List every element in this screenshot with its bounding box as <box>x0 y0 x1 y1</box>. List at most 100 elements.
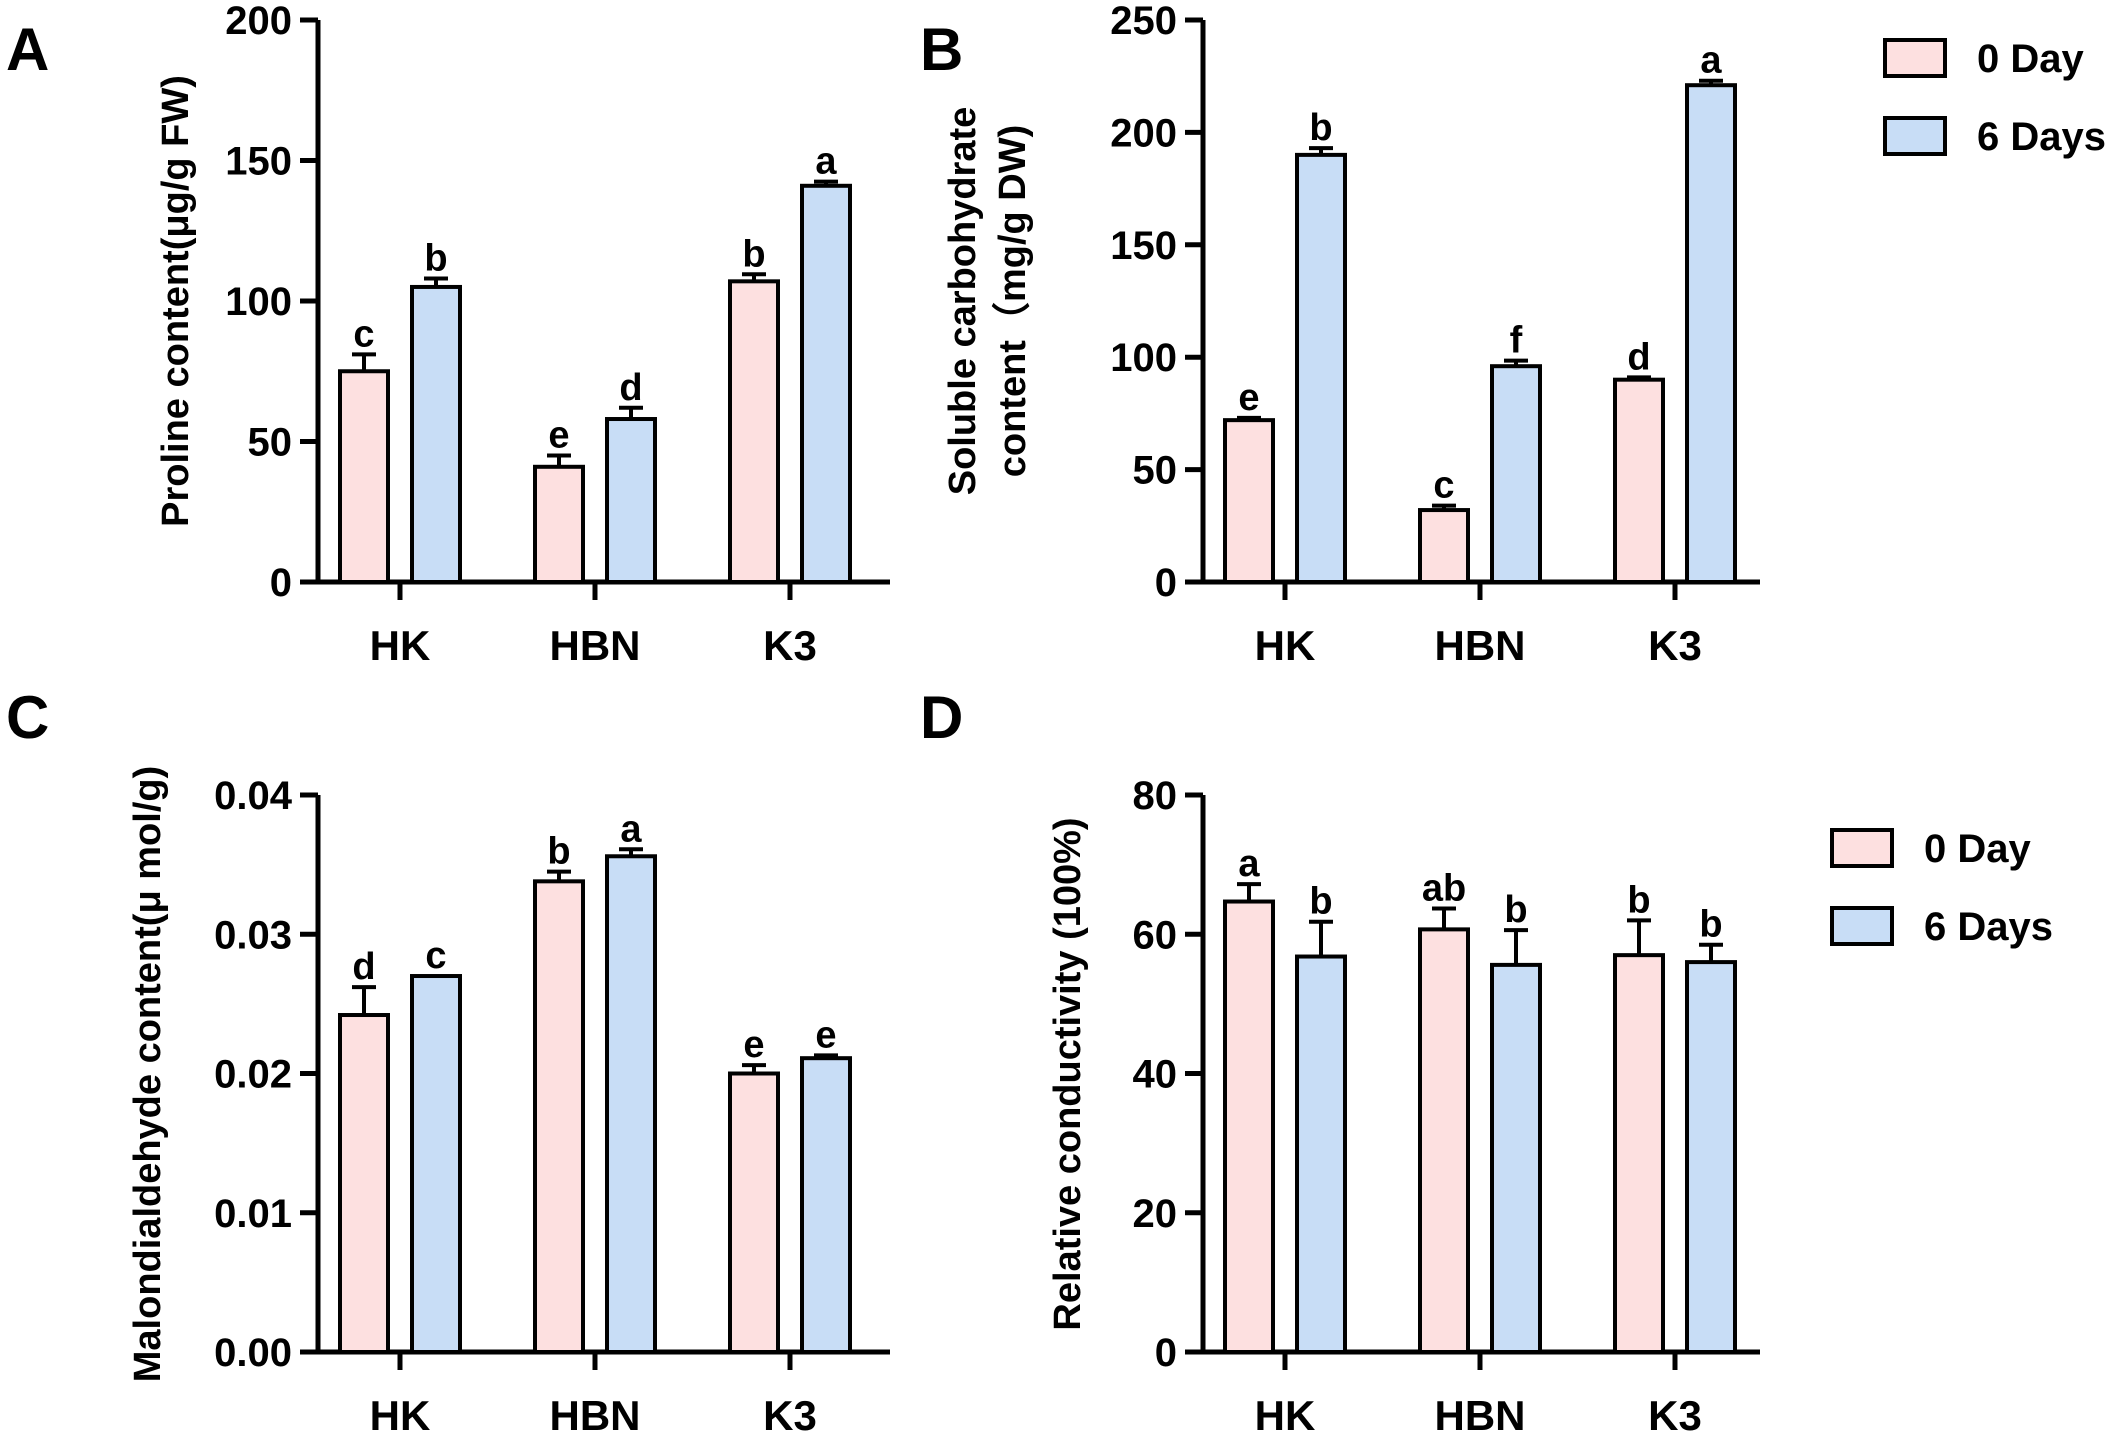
significance-letter: b <box>1699 904 1722 946</box>
legend-swatch <box>1830 828 1894 868</box>
bar <box>1223 418 1275 585</box>
bar <box>338 1013 390 1354</box>
x-tick-label: HBN <box>550 622 641 669</box>
x-tick-label: K3 <box>763 1392 817 1439</box>
y-axis-title: Soluble carbohydrate <box>942 107 984 496</box>
y-tick-label: 20 <box>1133 1192 1178 1236</box>
y-tick-label: 0.04 <box>214 774 293 818</box>
bar <box>1490 364 1542 584</box>
x-tick-label: K3 <box>1648 622 1702 669</box>
bar <box>800 183 852 584</box>
bar <box>1490 962 1542 1354</box>
y-tick-label: 0 <box>270 561 292 605</box>
significance-letter: d <box>619 367 642 409</box>
bar <box>1223 899 1275 1354</box>
bar <box>410 284 462 584</box>
bar <box>533 464 585 585</box>
significance-letter: c <box>425 935 446 977</box>
y-tick-label: 80 <box>1133 774 1178 818</box>
significance-letter: b <box>424 238 447 280</box>
significance-letter: c <box>1433 465 1454 507</box>
significance-letter: b <box>1504 889 1527 931</box>
y-tick-label: 0.03 <box>214 913 292 957</box>
bar <box>338 369 390 584</box>
x-tick-label: HBN <box>1435 622 1526 669</box>
significance-letter: a <box>620 808 642 850</box>
y-tick-label: 100 <box>225 280 292 324</box>
legend-label: 0 Day <box>1977 37 2084 81</box>
chart-panel-b: B 0 50 100 150 200 250 HK HBN K3 Soluble carbohydr… <box>920 0 2106 669</box>
y-axis-title: Relative conductivity (100%) <box>1047 817 1089 1330</box>
y-tick-label: 200 <box>1110 111 1177 155</box>
bar <box>533 879 585 1355</box>
legend-label: 0 Day <box>1924 827 2031 871</box>
panel-letter: D <box>920 684 963 751</box>
y-axis-title: content（mg/g DW) <box>992 125 1034 478</box>
bar <box>728 1071 780 1354</box>
significance-letter: b <box>1309 107 1332 149</box>
bar <box>728 279 780 584</box>
y-tick-label: 250 <box>1110 0 1177 43</box>
y-tick-label: 0.02 <box>214 1053 292 1097</box>
bar <box>1685 83 1737 585</box>
y-axis-title: Malondialdehyde content(μ mol/g) <box>127 766 169 1382</box>
y-tick-label: 50 <box>1133 449 1178 493</box>
significance-letter: b <box>742 233 765 275</box>
bar <box>605 417 657 584</box>
y-tick-label: 0 <box>1155 561 1177 605</box>
y-tick-label: 100 <box>1110 336 1177 380</box>
y-tick-label: 150 <box>225 140 292 184</box>
bar <box>605 854 657 1355</box>
x-tick-label: HBN <box>1435 1392 1526 1439</box>
y-tick-label: 50 <box>248 421 293 465</box>
x-tick-label: HK <box>370 1392 431 1439</box>
bar <box>1613 953 1665 1354</box>
significance-letter: a <box>815 141 837 183</box>
significance-letter: c <box>353 313 374 355</box>
legend-swatch <box>1883 38 1947 78</box>
y-tick-label: 0.00 <box>214 1331 292 1375</box>
y-tick-label: 40 <box>1133 1053 1178 1097</box>
legend: 0 Day 6 Days <box>1883 37 2106 159</box>
significance-letter: a <box>1700 40 1722 82</box>
x-tick-label: HK <box>370 622 431 669</box>
bar <box>410 974 462 1355</box>
significance-letter: e <box>815 1014 836 1056</box>
x-tick-label: HK <box>1255 1392 1316 1439</box>
chart-panel-a: A 0 50 100 150 200 HK HBN K3 Proline content(μg/g… <box>6 0 890 669</box>
x-tick-label: HK <box>1255 622 1316 669</box>
legend-swatch <box>1883 116 1947 156</box>
chart-panel-d: D 0 20 40 60 80 HK HBN K3 Relative conductivity (… <box>920 684 2053 1439</box>
bar <box>1418 927 1470 1354</box>
x-tick-label: HBN <box>550 1392 641 1439</box>
y-axis-title: Proline content(μg/g FW) <box>155 75 197 527</box>
bar <box>1295 152 1347 584</box>
bar <box>1295 954 1347 1355</box>
significance-letter: b <box>1627 879 1650 921</box>
significance-letter: d <box>352 946 375 988</box>
y-tick-label: 0 <box>1155 1331 1177 1375</box>
bar <box>1418 508 1470 584</box>
x-tick-label: K3 <box>1648 1392 1702 1439</box>
significance-letter: f <box>1510 320 1523 362</box>
legend-label: 6 Days <box>1977 115 2106 159</box>
bar <box>800 1056 852 1354</box>
significance-letter: e <box>1238 377 1259 419</box>
legend-label: 6 Days <box>1924 905 2053 949</box>
y-tick-label: 60 <box>1133 913 1178 957</box>
bar <box>1613 377 1665 584</box>
chart-panel-c: C 0.00 0.01 0.02 0.03 0.04 HK HBN K3 Malondialdeh… <box>6 684 890 1439</box>
significance-letter: e <box>743 1024 764 1066</box>
panel-letter: A <box>6 16 49 83</box>
y-tick-label: 150 <box>1110 224 1177 268</box>
x-tick-label: K3 <box>763 622 817 669</box>
legend-swatch <box>1830 906 1894 946</box>
panel-letter: B <box>920 16 963 83</box>
significance-letter: a <box>1238 843 1260 885</box>
y-tick-label: 0.01 <box>214 1192 292 1236</box>
significance-letter: b <box>547 831 570 873</box>
significance-letter: b <box>1309 881 1332 923</box>
significance-letter: ab <box>1422 867 1466 909</box>
y-tick-label: 200 <box>225 0 292 43</box>
